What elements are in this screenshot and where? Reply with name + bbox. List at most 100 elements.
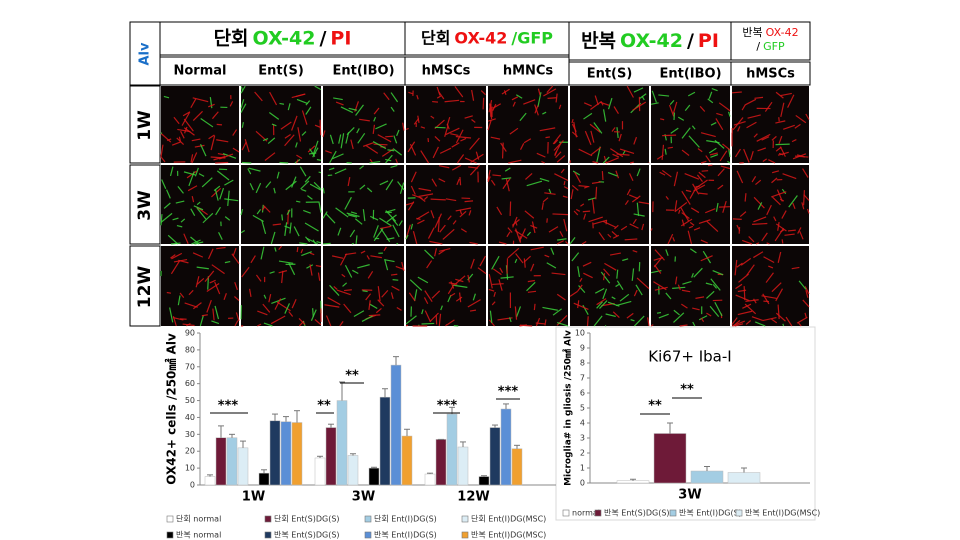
micrograph-fiber	[650, 102, 659, 105]
micrograph-fiber	[286, 209, 291, 216]
micrograph-fiber	[459, 210, 467, 218]
micrograph-fiber	[523, 99, 536, 105]
micrograph-fiber	[787, 94, 795, 108]
micrograph-fiber	[372, 141, 387, 150]
column-header: hMSCs	[422, 64, 471, 79]
micrograph-fiber	[469, 309, 477, 312]
micrograph-fiber	[362, 290, 368, 293]
annotation: ***	[437, 399, 458, 414]
micrograph-fiber	[373, 143, 388, 146]
micrograph-fiber	[268, 112, 280, 120]
micrograph-fiber	[211, 264, 225, 275]
micrograph-fiber	[602, 156, 610, 164]
micrograph-fiber	[788, 195, 798, 208]
micrograph-fiber	[552, 134, 562, 145]
micrograph-fiber	[335, 207, 349, 218]
micrograph-fiber	[595, 287, 605, 294]
micrograph-fiber	[338, 134, 342, 144]
micrograph-fiber	[217, 153, 226, 156]
y-tick-label: 30	[185, 430, 195, 439]
cell-border	[129, 245, 161, 327]
micrograph-fiber	[455, 296, 463, 302]
micrograph-fiber	[575, 208, 581, 212]
micrograph-fiber	[715, 202, 719, 212]
micrograph-fiber	[194, 144, 205, 148]
micrograph-fiber	[216, 123, 223, 126]
micrograph-fiber	[762, 316, 777, 322]
micrograph-fiber	[546, 85, 554, 93]
micrograph-fiber	[482, 97, 485, 110]
micrograph-fiber	[698, 219, 711, 225]
micrograph-fiber	[699, 105, 706, 112]
micrograph-fiber	[276, 171, 280, 179]
micrograph-fiber	[309, 183, 322, 191]
micrograph-fiber	[192, 302, 202, 310]
micrograph-fiber	[269, 271, 275, 274]
micrograph-fiber	[395, 265, 405, 271]
micrograph-fiber	[702, 250, 712, 264]
micrograph-fiber	[665, 292, 672, 300]
micrograph-fiber	[661, 169, 672, 178]
micrograph-fiber	[753, 216, 767, 223]
micrograph-fiber	[318, 201, 322, 213]
micrograph-fiber	[317, 272, 321, 281]
micrograph-fiber	[177, 186, 184, 194]
micrograph-fiber	[633, 87, 644, 93]
micrograph-fiber	[502, 178, 511, 190]
micrograph-fiber	[307, 145, 316, 153]
micrograph-fiber	[163, 95, 170, 99]
micrograph-fiber	[492, 283, 504, 286]
micrograph-fiber	[520, 228, 526, 240]
micrograph-fiber	[421, 322, 435, 325]
micrograph-fiber	[296, 98, 308, 105]
micrograph-fiber	[301, 131, 307, 136]
micrograph-fiber	[542, 197, 549, 203]
micrograph-fiber	[206, 282, 220, 292]
micrograph-fiber	[761, 136, 770, 141]
micrograph-fiber	[438, 249, 446, 255]
micrograph-fiber	[602, 109, 607, 122]
micrograph-fiber	[199, 144, 207, 157]
micrograph-fiber	[632, 101, 647, 111]
micrograph-fiber	[748, 236, 755, 243]
micrograph-fiber	[616, 153, 630, 156]
micrograph-fiber	[650, 228, 653, 231]
micrograph	[241, 246, 321, 326]
micrograph-fiber	[780, 92, 792, 97]
annotation: Ki67+ Iba-I	[648, 348, 731, 366]
micrograph-fiber	[195, 276, 200, 288]
micrograph-fiber	[731, 91, 742, 94]
micrograph-fiber	[184, 302, 198, 308]
micrograph-fiber	[782, 323, 785, 327]
micrograph-fiber	[353, 310, 365, 318]
micrograph-fiber	[291, 115, 298, 131]
micrograph-fiber	[295, 159, 299, 164]
micrograph-fiber	[763, 256, 775, 264]
micrograph-fiber	[334, 168, 347, 175]
micrograph-fiber	[791, 266, 800, 270]
annotation: **	[317, 399, 331, 414]
micrograph-fiber	[261, 206, 266, 211]
micrograph-fiber	[262, 138, 269, 142]
micrograph-fiber	[706, 312, 712, 317]
micrograph-fiber	[577, 300, 580, 309]
micrograph-fiber	[542, 111, 547, 115]
micrograph-fiber	[214, 305, 220, 320]
micrograph-fiber	[416, 217, 421, 221]
micrograph-fiber	[329, 284, 340, 296]
micrograph-fiber	[556, 155, 566, 163]
micrograph-fiber	[629, 161, 634, 164]
y-tick-label: 10	[575, 329, 585, 338]
cell-border	[129, 164, 161, 245]
micrograph-fiber	[301, 188, 307, 192]
y-tick-label: 40	[185, 413, 195, 422]
micrograph-fiber	[804, 286, 810, 295]
micrograph-fiber	[776, 189, 783, 202]
micrograph-fiber	[605, 219, 608, 225]
micrograph-fiber	[224, 216, 231, 221]
micrograph-fiber	[708, 91, 713, 99]
micrograph-fiber	[464, 157, 477, 164]
micrograph-fiber	[515, 306, 522, 318]
micrograph	[323, 246, 404, 326]
micrograph-fiber	[778, 135, 783, 145]
